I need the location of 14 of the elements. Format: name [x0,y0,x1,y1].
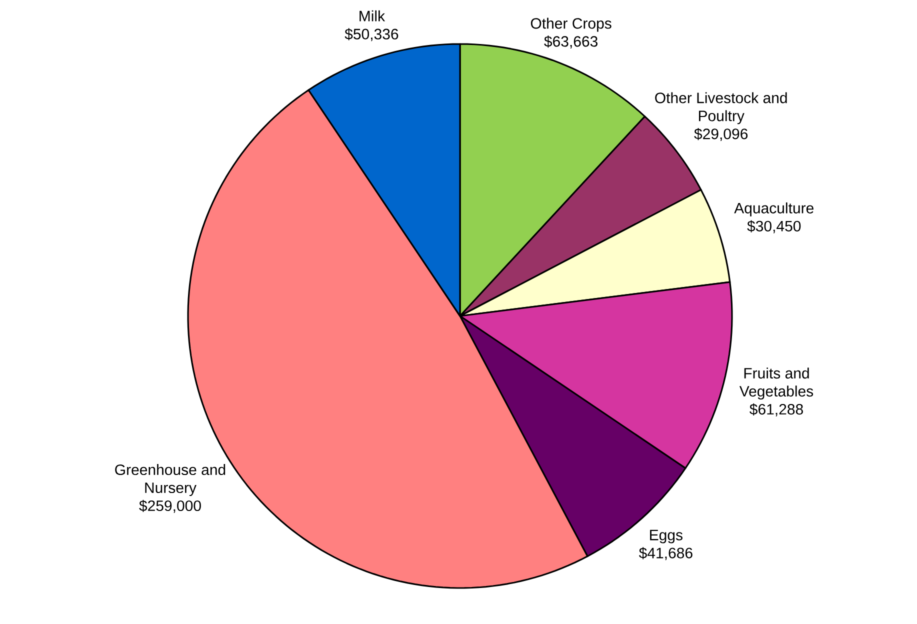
data-label: $29,096 [694,128,748,141]
slice-label: Other Crops [530,18,612,32]
slice-label: Other Livestock and Poultry [655,92,787,124]
data-label: $63,663 [544,35,598,49]
slice-label: Aquaculture [734,202,814,216]
slice-label: Eggs [650,530,682,544]
slice-label: Fruits and Vegetables [739,368,814,400]
data-label: $50,336 [344,28,398,42]
slice-label: Milk [360,10,386,22]
data-label: $259,000 [139,500,201,513]
slice-label: Greenhouse and Nursery [115,464,226,496]
data-label: $41,686 [638,547,692,560]
data-label: $30,450 [747,220,801,234]
data-label: $61,288 [750,403,803,416]
